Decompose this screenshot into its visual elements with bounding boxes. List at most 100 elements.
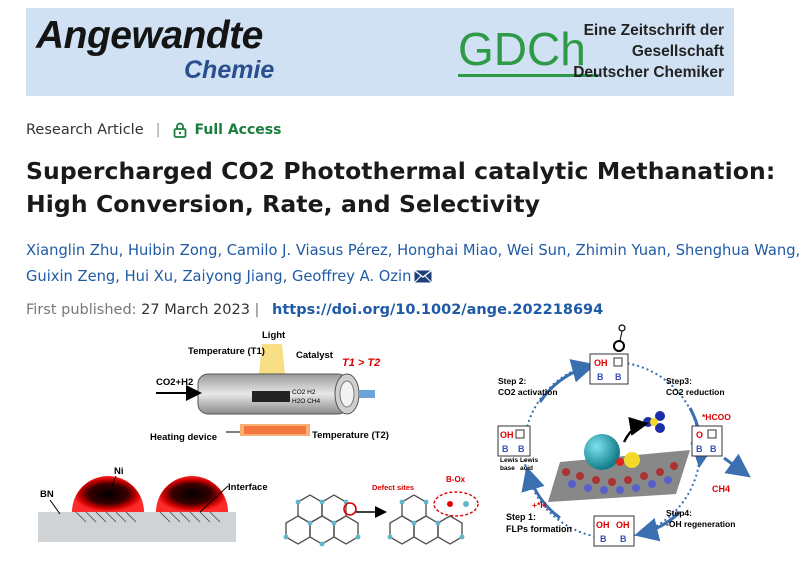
author-link[interactable]: Shenghua Wang xyxy=(675,242,796,259)
doi-link[interactable]: https://doi.org/10.1002/ange.202218694 xyxy=(272,302,604,318)
bn-pointer xyxy=(49,499,61,515)
author-link[interactable]: Guixin Zeng xyxy=(26,268,116,285)
label-light: Light xyxy=(262,330,286,341)
ni-pointer xyxy=(111,475,117,487)
label-step3: Step3: xyxy=(666,376,692,386)
article-type: Research Article xyxy=(26,122,144,138)
bn-support xyxy=(38,512,236,542)
author-link[interactable]: Wei Sun xyxy=(506,242,567,259)
svg-text:OH: OH xyxy=(616,520,630,530)
lattice-atoms-defect xyxy=(387,499,465,540)
label-step1b: FLPs formation xyxy=(506,524,572,534)
desorption-arrow xyxy=(622,416,649,443)
author-link[interactable]: Hui Xu xyxy=(124,268,174,285)
catalytic-cycle: OH B B O B B OH B B OH OH B B xyxy=(497,324,751,547)
label-step2: Step 2: xyxy=(498,376,527,386)
author-link[interactable]: Huibin Zong xyxy=(127,242,218,259)
svg-text:B: B xyxy=(710,444,717,454)
flp-site-top: OH B B xyxy=(589,324,629,385)
adsorbate-yellow xyxy=(624,452,640,468)
label-feed: CO2+H2 xyxy=(156,377,193,388)
author-link[interactable]: Camilo J. Viasus Pérez xyxy=(226,242,388,259)
journal-banner[interactable]: Angewandte Chemie GDCh Eine Zeitschrift … xyxy=(26,8,734,96)
svg-text:B: B xyxy=(502,444,509,454)
interface-hatch-right xyxy=(159,511,221,523)
label-bn: BN xyxy=(40,489,54,500)
graphical-abstract: Light Temperature (T1) Catalyst T1 > T2 … xyxy=(38,324,751,547)
label-lewis-base-2: base xyxy=(500,465,515,472)
label-lewis-acid-2: acid xyxy=(520,465,533,472)
meta-separator: | xyxy=(155,122,161,138)
nanoparticle-interface: Ni BN Interface xyxy=(38,466,268,542)
product-line-1: CO2 H2 xyxy=(292,389,316,396)
box-boron xyxy=(463,501,469,507)
society-tagline: Eine Zeitschrift der Gesellschaft Deutsc… xyxy=(573,20,724,83)
defect-marker xyxy=(343,502,357,516)
interface-hatch-left xyxy=(75,511,137,523)
svg-text:B: B xyxy=(518,444,525,454)
tagline-line-1: Eine Zeitschrift der xyxy=(583,22,724,39)
journal-logo-subtitle: Chemie xyxy=(184,56,275,84)
flp-site-right: O B B xyxy=(691,425,723,457)
svg-text:B: B xyxy=(696,444,703,454)
label-t1: Temperature (T1) xyxy=(188,346,265,357)
published-label: First published: xyxy=(26,302,137,318)
label-ni: Ni xyxy=(114,466,124,477)
ni-cluster xyxy=(584,434,620,470)
label-h: +*H xyxy=(532,500,546,510)
lock-icon xyxy=(173,122,186,138)
journal-logo-title: Angewandte xyxy=(36,14,263,57)
label-step4b: -OH regeneration xyxy=(666,519,735,529)
pub-separator: | xyxy=(254,302,265,318)
access-label: Full Access xyxy=(194,122,282,138)
heating-device xyxy=(240,424,310,436)
author-link[interactable]: Zhimin Yuan xyxy=(575,242,667,259)
ni-particle-left xyxy=(72,476,144,512)
tube-end-inner xyxy=(339,380,355,408)
label-defect: Defect sites xyxy=(372,483,414,492)
product-line-2: H2O CH4 xyxy=(292,398,321,405)
box-oxygen xyxy=(447,501,453,507)
label-hcoo: *HCOO xyxy=(702,412,731,422)
label-step3b: CO2 reduction xyxy=(666,387,725,397)
author-link[interactable]: Geoffrey A. Ozin xyxy=(291,268,412,285)
mail-icon[interactable] xyxy=(414,270,433,283)
svg-text:OH: OH xyxy=(500,430,514,440)
label-lewis-acid: Lewis xyxy=(520,457,538,464)
ni-particle-right xyxy=(156,476,228,512)
label-t2: Temperature (T2) xyxy=(312,430,389,441)
catalyst-surface xyxy=(548,411,690,502)
author-link[interactable]: Honghai Miao xyxy=(397,242,498,259)
label-box: B-Ox xyxy=(446,475,466,484)
author-link[interactable]: Xianglin Zhu xyxy=(26,242,119,259)
author-list: Xianglin Zhu, Huibin Zong, Camilo J. Via… xyxy=(26,242,801,285)
author-link[interactable]: Zaiyong Jiang xyxy=(182,268,283,285)
svg-text:B: B xyxy=(615,372,622,382)
outlet-pipe xyxy=(359,390,375,398)
label-ch4: CH4 xyxy=(712,484,730,494)
adsorbate-red xyxy=(616,458,624,466)
tagline-line-2: Gesellschaft xyxy=(631,43,724,60)
flp-site-left: OH B B xyxy=(497,425,531,457)
label-heater: Heating device xyxy=(150,432,217,443)
catalyst-block xyxy=(252,391,290,402)
society-logo: GDCh xyxy=(458,23,586,75)
label-lewis-base: Lewis xyxy=(500,457,518,464)
reactor-schematic: Light Temperature (T1) Catalyst T1 > T2 … xyxy=(150,330,389,443)
tagline-line-3: Deutscher Chemiker xyxy=(573,64,724,81)
cycle-arrow-bottom xyxy=(634,510,682,542)
svg-text:B: B xyxy=(620,534,627,544)
svg-text:B: B xyxy=(600,534,607,544)
svg-text:B: B xyxy=(597,372,604,382)
cycle-arrow-left xyxy=(521,466,561,520)
interface-pointer xyxy=(199,485,229,513)
article-title: Supercharged CO2 Photothermal catalytic … xyxy=(26,157,776,218)
svg-text:O: O xyxy=(696,430,703,440)
access-badge[interactable]: Full Access xyxy=(173,122,282,138)
label-step4: Step4: xyxy=(666,508,692,518)
cycle-arrow-top xyxy=(538,359,596,403)
published-date: 27 March 2023 xyxy=(141,302,250,318)
label-interface: Interface xyxy=(228,482,268,493)
box-highlight xyxy=(433,491,479,517)
label-condition: T1 > T2 xyxy=(342,357,380,369)
